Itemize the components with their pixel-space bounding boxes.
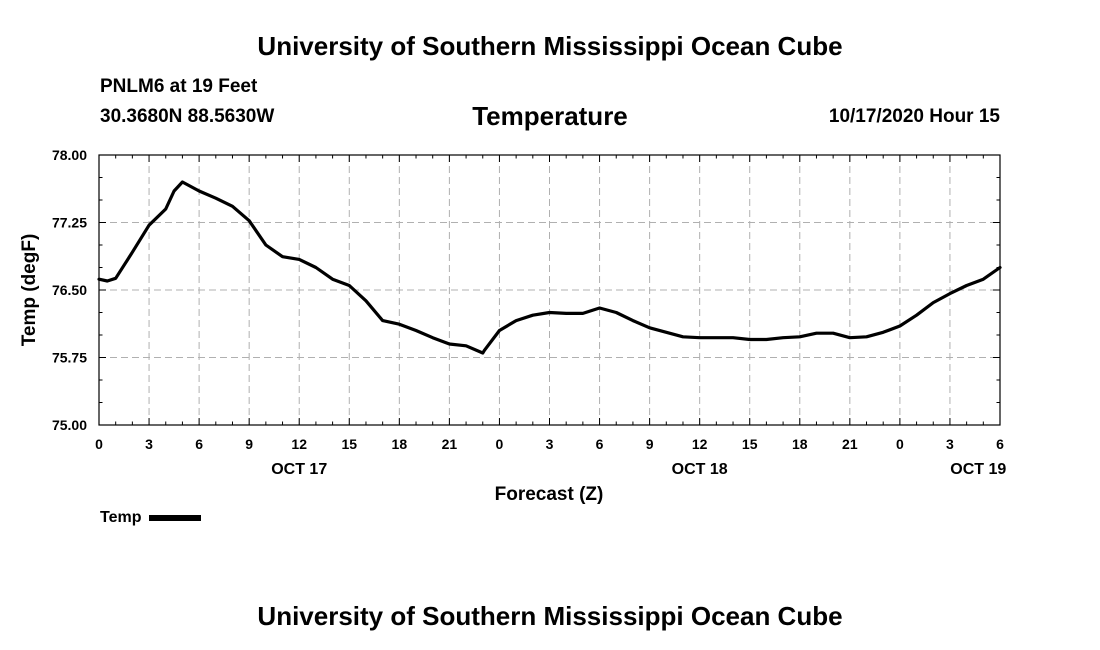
- y-tick-label: 77.25: [52, 215, 87, 231]
- chart-title: Temperature: [472, 101, 628, 131]
- bottom-title: University of Southern Mississippi Ocean…: [257, 601, 843, 631]
- x-tick-label: 15: [341, 436, 357, 452]
- legend-label: Temp: [100, 509, 142, 526]
- x-tick-label: 3: [145, 436, 153, 452]
- day-label: OCT 17: [271, 461, 327, 478]
- y-tick-label: 75.75: [52, 350, 87, 366]
- label-layer: 0 3 6 9 12 15 18 21 0 3 6 9 12 15 18 21 0 3 6 75.00 75.75 76.…: [52, 147, 1006, 478]
- legend: Temp: [100, 509, 202, 527]
- y-axis-title: Temp (degF): [19, 234, 40, 347]
- forecast-timestamp: 10/17/2020 Hour 15: [828, 106, 1000, 127]
- x-tick-label: 21: [842, 436, 858, 452]
- x-axis-title: Forecast (Z): [495, 484, 604, 505]
- y-tick-label: 76.50: [52, 282, 87, 298]
- x-tick-label: 12: [291, 436, 307, 452]
- x-tick-label: 18: [392, 436, 408, 452]
- coordinates-label: 30.3680N 88.5630W: [100, 106, 275, 127]
- x-tick-label: 6: [996, 436, 1004, 452]
- temp-series-line: [97, 180, 1002, 355]
- day-label: OCT 19: [950, 461, 1006, 478]
- legend-swatch: [149, 515, 202, 521]
- day-label: OCT 18: [672, 461, 728, 478]
- plot-frame: [98, 154, 1001, 426]
- top-title: University of Southern Mississippi Ocean…: [257, 31, 843, 61]
- x-tick-label: 6: [596, 436, 604, 452]
- x-tick-label: 9: [245, 436, 253, 452]
- x-tick-label: 15: [742, 436, 758, 452]
- x-tick-label: 0: [496, 436, 504, 452]
- x-tick-label: 3: [546, 436, 554, 452]
- x-tick-label: 9: [646, 436, 654, 452]
- x-tick-label: 6: [195, 436, 203, 452]
- grid-layer: [99, 155, 1000, 425]
- x-tick-label: 12: [692, 436, 708, 452]
- x-tick-label: 21: [442, 436, 458, 452]
- x-tick-label: 18: [792, 436, 808, 452]
- y-tick-label: 75.00: [52, 417, 87, 433]
- y-tick-label: 78.00: [52, 147, 87, 163]
- x-tick-label: 3: [946, 436, 954, 452]
- x-tick-label: 0: [95, 436, 103, 452]
- station-label: PNLM6 at 19 Feet: [100, 76, 258, 97]
- x-tick-label: 0: [896, 436, 904, 452]
